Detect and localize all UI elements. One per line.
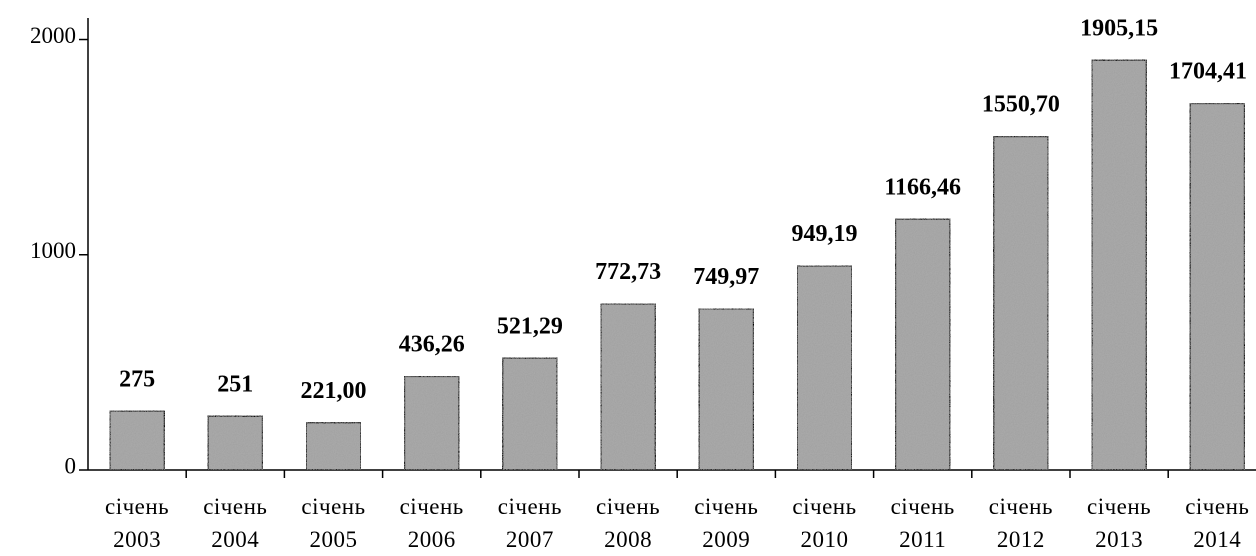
x-tick-label: січень 2014 <box>1185 494 1250 552</box>
x-tick-label: січень 2007 <box>497 494 562 552</box>
y-tick-label: 2000 <box>30 23 76 48</box>
bar <box>796 264 853 471</box>
y-tick-label: 1000 <box>30 238 76 263</box>
x-tick-label: січень 2013 <box>1087 494 1152 552</box>
x-tick-label: січень 2005 <box>301 494 366 552</box>
x-tick-label: січень 2004 <box>203 494 268 552</box>
x-tick-label: січень 2009 <box>694 494 759 552</box>
x-tick-label: січень 2003 <box>105 494 170 552</box>
value-label: 772,73 <box>595 259 661 285</box>
value-label: 521,29 <box>497 313 563 339</box>
bar <box>894 217 952 471</box>
value-label: 1550,70 <box>982 92 1060 118</box>
bar <box>108 409 166 471</box>
value-label: 275 <box>119 366 155 392</box>
x-tick-label: січень 2006 <box>399 494 464 552</box>
bar <box>1188 102 1246 472</box>
x-tick-label: січень 2008 <box>596 494 661 552</box>
value-label: 1166,46 <box>884 174 961 200</box>
bar <box>305 421 362 471</box>
bar <box>992 135 1050 471</box>
value-label: 949,19 <box>792 221 858 247</box>
bar <box>1090 58 1148 471</box>
x-tick-label: січень 2011 <box>890 494 955 552</box>
value-label: 436,26 <box>399 332 465 358</box>
x-tick-label: січень 2012 <box>988 494 1053 552</box>
value-label: 251 <box>217 371 253 397</box>
value-label: 221,00 <box>301 378 367 404</box>
bar <box>206 414 264 472</box>
value-label: 749,97 <box>693 264 759 290</box>
value-label: 1905,15 <box>1080 15 1158 41</box>
value-label: 1704,41 <box>1169 59 1247 85</box>
bar <box>501 356 559 471</box>
bar <box>697 307 755 471</box>
x-tick-label: січень 2010 <box>792 494 857 552</box>
bar <box>599 302 657 472</box>
bar <box>403 375 461 471</box>
y-tick-label: 0 <box>65 453 77 478</box>
